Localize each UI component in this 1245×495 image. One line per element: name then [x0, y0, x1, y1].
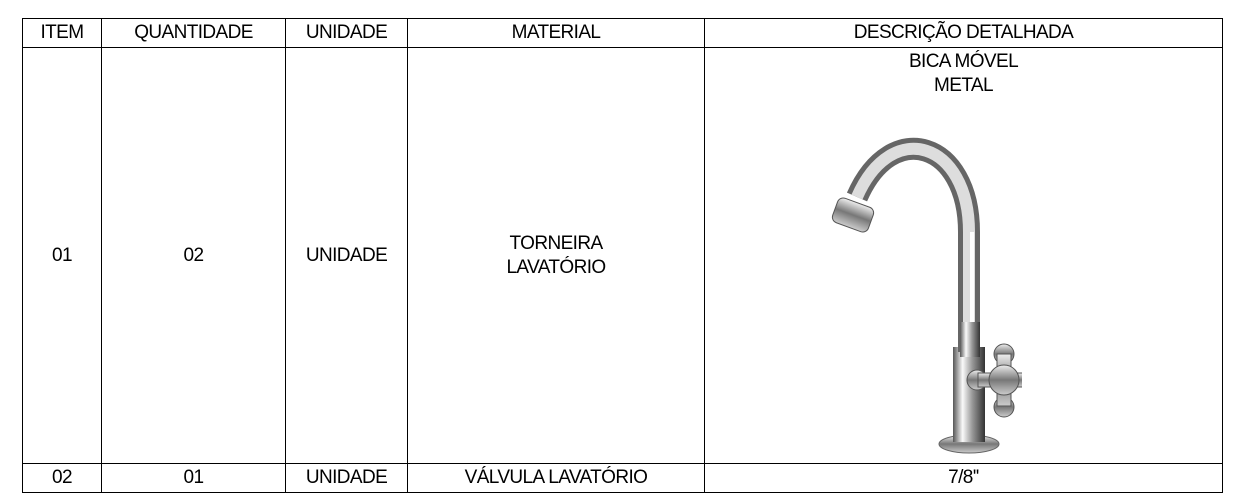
header-cell: UNIDADE	[285, 18, 408, 48]
cell-text: TORNEIRA	[509, 232, 603, 254]
table-cell: 02	[101, 47, 286, 464]
table-row: 02 01 UNIDADE VÁLVULA LAVATÓRIO 7/8''	[22, 463, 1223, 493]
spec-table: ITEM QUANTIDADE UNIDADE MATERIAL DESCRIÇÃO D…	[22, 18, 1223, 493]
table-cell: UNIDADE	[285, 463, 408, 493]
cell-text: 02	[52, 467, 73, 488]
cell-text: UNIDADE	[305, 467, 388, 488]
cell-text: 01	[52, 244, 73, 266]
table-cell: UNIDADE	[285, 47, 408, 464]
cell-text: METAL	[934, 75, 994, 96]
table-cell: 7/8''	[704, 463, 1223, 493]
header-cell: QUANTIDADE	[101, 18, 286, 48]
table-cell: TORNEIRA LAVATÓRIO	[407, 47, 705, 464]
table-cell: 01	[101, 463, 286, 493]
header-cell: ITEM	[22, 18, 102, 48]
header-row: ITEM QUANTIDADE UNIDADE MATERIAL DESCRIÇÃO D…	[22, 18, 1223, 48]
table-row: 01 02 UNIDADE TORNEIRA LAVATÓRIO BICA MÓVEL ME…	[22, 47, 1223, 464]
cell-text: LAVATÓRIO	[506, 256, 606, 278]
table-cell: VÁLVULA LAVATÓRIO	[407, 463, 705, 493]
cell-text: 01	[183, 467, 205, 488]
header-cell: DESCRIÇÃO DETALHADA	[704, 18, 1223, 48]
cell-text: UNIDADE	[305, 244, 388, 266]
faucet-image	[831, 137, 1022, 454]
cell-text: VÁLVULA LAVATÓRIO	[464, 467, 648, 488]
table-cell: 01	[22, 47, 102, 464]
table-cell: 02	[22, 463, 102, 493]
cell-text: 02	[183, 244, 205, 266]
header-cell: MATERIAL	[407, 18, 705, 48]
cell-text: BICA MÓVEL	[908, 51, 1019, 72]
cell-text: 7/8''	[948, 467, 979, 488]
